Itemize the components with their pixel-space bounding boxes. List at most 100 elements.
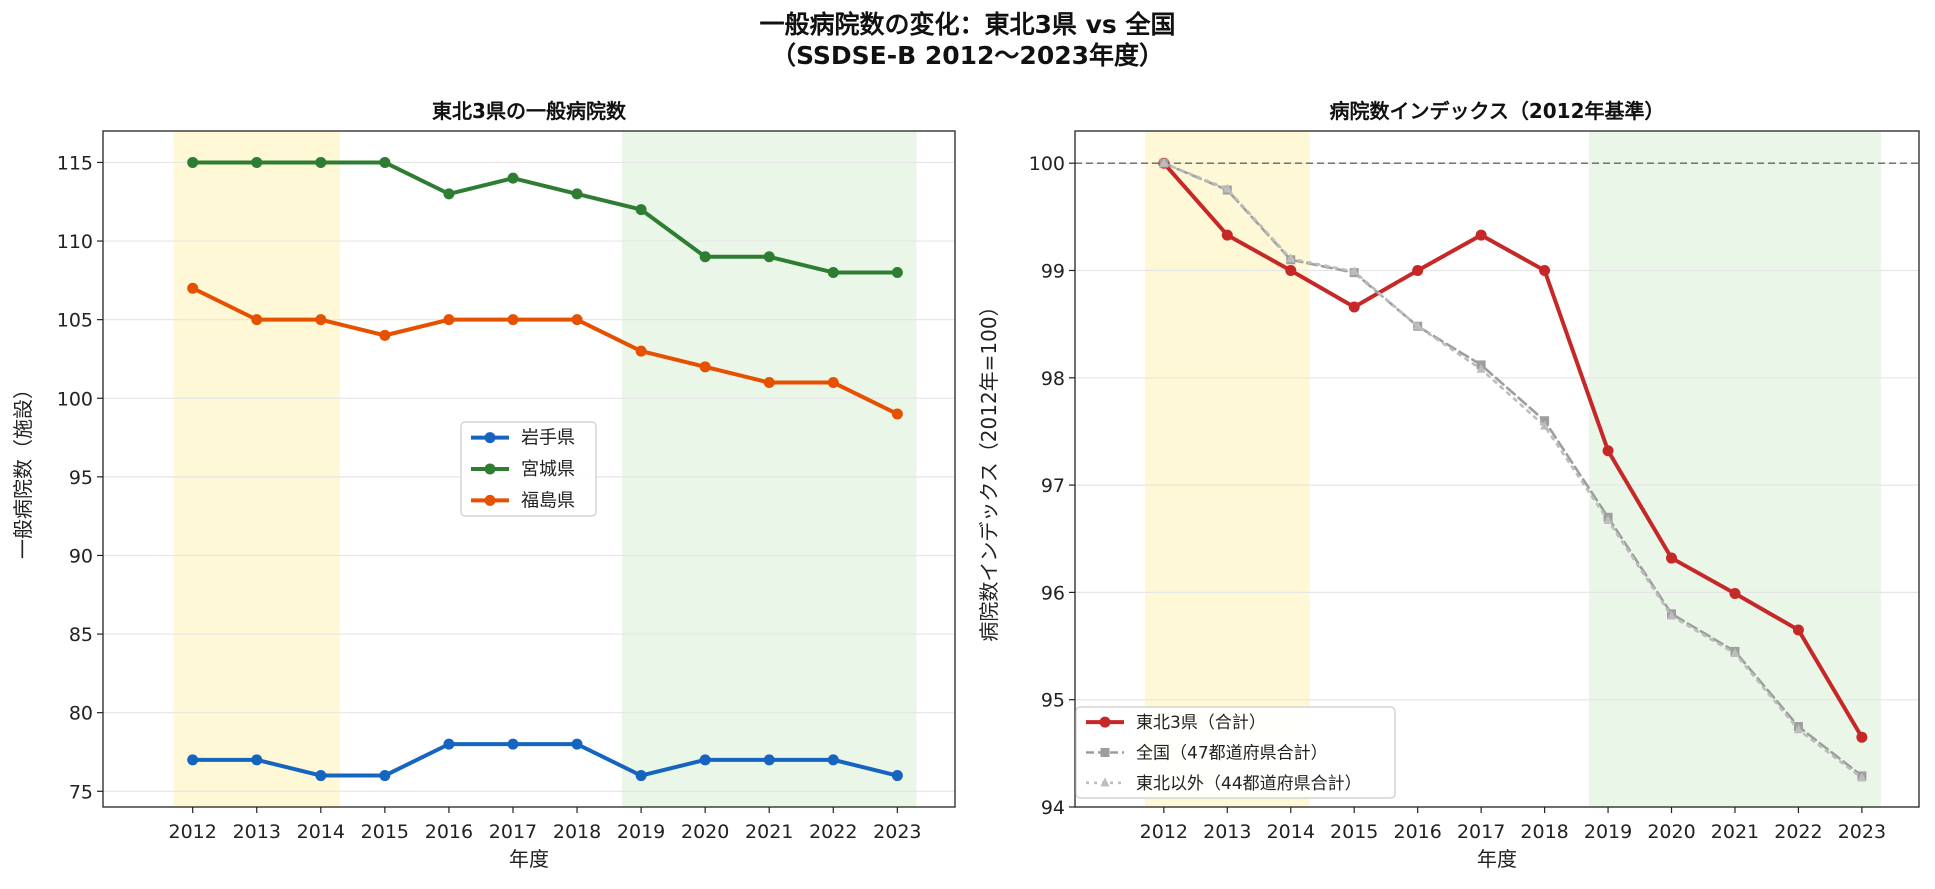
data-point (1285, 264, 1297, 276)
data-point (251, 156, 263, 168)
data-point (251, 314, 263, 326)
legend-label: 岩手県 (521, 428, 575, 449)
y-tick-label: 80 (69, 703, 93, 725)
data-point (1412, 264, 1424, 276)
data-point (507, 172, 519, 184)
x-tick-label: 2023 (873, 821, 921, 843)
data-point (1159, 157, 1169, 167)
shaded-period-2 (1589, 131, 1881, 807)
data-point (251, 754, 263, 766)
chart-panel-2: 94 95 96 97 98 99 100 2012 2013 2014 2015 2016 2017 2… (977, 99, 1920, 871)
x-tick-label: 2015 (1330, 821, 1378, 843)
x-tick-label: 2023 (1838, 821, 1886, 843)
x-tick-label: 2017 (489, 821, 537, 843)
y-tick-label: 115 (57, 152, 93, 174)
legend-box (460, 421, 597, 517)
y-tick-label: 110 (57, 231, 93, 253)
x-axis-label: 年度 (509, 847, 549, 871)
data-point (827, 377, 839, 389)
x-tick-label: 2019 (617, 821, 665, 843)
data-point (443, 188, 455, 200)
data-point (1221, 229, 1233, 241)
data-point (763, 377, 775, 389)
data-point (1475, 229, 1487, 241)
x-tick-label: 2022 (809, 821, 857, 843)
y-tick-label: 90 (69, 545, 93, 567)
y-tick-label: 98 (1041, 368, 1065, 390)
y-tick-label: 105 (57, 310, 93, 332)
y-tick-label: 85 (69, 624, 93, 646)
data-point (699, 251, 711, 263)
x-tick-label: 2016 (425, 821, 473, 843)
figure-subtitle: （SSDSE-B 2012〜2023年度） (770, 41, 1165, 70)
data-point (1539, 264, 1551, 276)
x-tick-label: 2012 (1140, 821, 1188, 843)
data-point (1666, 552, 1678, 564)
y-tick-label: 95 (1041, 690, 1065, 712)
chart-panel-1: 75 80 85 90 95 100 105 110 115 2012 2013 2014 2015 20… (11, 99, 956, 871)
y-tick-label: 100 (57, 388, 93, 410)
legend-label: 東北以外（44都道府県合計） (1136, 774, 1362, 794)
data-point (1413, 320, 1423, 330)
x-tick-label: 2019 (1584, 821, 1632, 843)
data-point (443, 314, 455, 326)
data-point (699, 361, 711, 373)
data-point (379, 156, 391, 168)
data-point (571, 314, 583, 326)
data-point (187, 156, 199, 168)
legend-label: 福島県 (521, 490, 575, 511)
shaded-period-1 (1144, 131, 1310, 807)
series-line-3 (1162, 161, 1864, 780)
series-line-3 (190, 286, 900, 416)
x-tick-label: 2020 (1647, 821, 1695, 843)
y-axis-label: 一般病院数（施設） (11, 379, 35, 559)
legend-marker (484, 432, 496, 444)
data-point (827, 266, 839, 278)
data-point (635, 345, 647, 357)
data-point (1286, 253, 1296, 263)
x-tick-label: 2012 (169, 821, 217, 843)
figure-title: 一般病院数の変化：東北3県 vs 全国 (759, 10, 1176, 39)
x-tick-label: 2014 (1267, 821, 1315, 843)
data-point (187, 754, 199, 766)
plot-frame (1074, 130, 1920, 808)
y-tick-label: 100 (1029, 153, 1065, 175)
data-point (699, 754, 711, 766)
data-point (1602, 445, 1614, 457)
legend-marker (1100, 748, 1110, 757)
x-tick-label: 2018 (553, 821, 601, 843)
x-axis-label: 年度 (1477, 847, 1517, 871)
y-tick-label: 97 (1041, 475, 1065, 497)
legend-label: 宮城県 (521, 459, 575, 480)
series-line-1 (1161, 161, 1864, 740)
shaded-period-2 (621, 131, 917, 807)
series-line-2 (1162, 161, 1864, 778)
data-point (1856, 731, 1868, 743)
legend-box (1075, 706, 1396, 799)
legend-marker (1099, 716, 1111, 728)
data-point (1729, 587, 1741, 599)
x-tick-label: 2021 (1711, 821, 1759, 843)
plot-frame (102, 130, 956, 808)
data-point (827, 754, 839, 766)
data-point (635, 204, 647, 216)
y-tick-label: 95 (69, 467, 93, 489)
data-point (1476, 363, 1486, 373)
x-tick-label: 2017 (1457, 821, 1505, 843)
data-point (507, 738, 519, 750)
data-point (635, 770, 647, 782)
data-point (1730, 648, 1740, 658)
data-point (379, 329, 391, 341)
data-point (187, 282, 199, 294)
data-point (1349, 266, 1359, 276)
data-point (1792, 624, 1804, 636)
data-point (571, 188, 583, 200)
data-point (315, 770, 327, 782)
y-tick-label: 99 (1041, 260, 1065, 282)
x-tick-label: 2013 (233, 821, 281, 843)
data-point (891, 408, 903, 420)
data-point (443, 738, 455, 750)
